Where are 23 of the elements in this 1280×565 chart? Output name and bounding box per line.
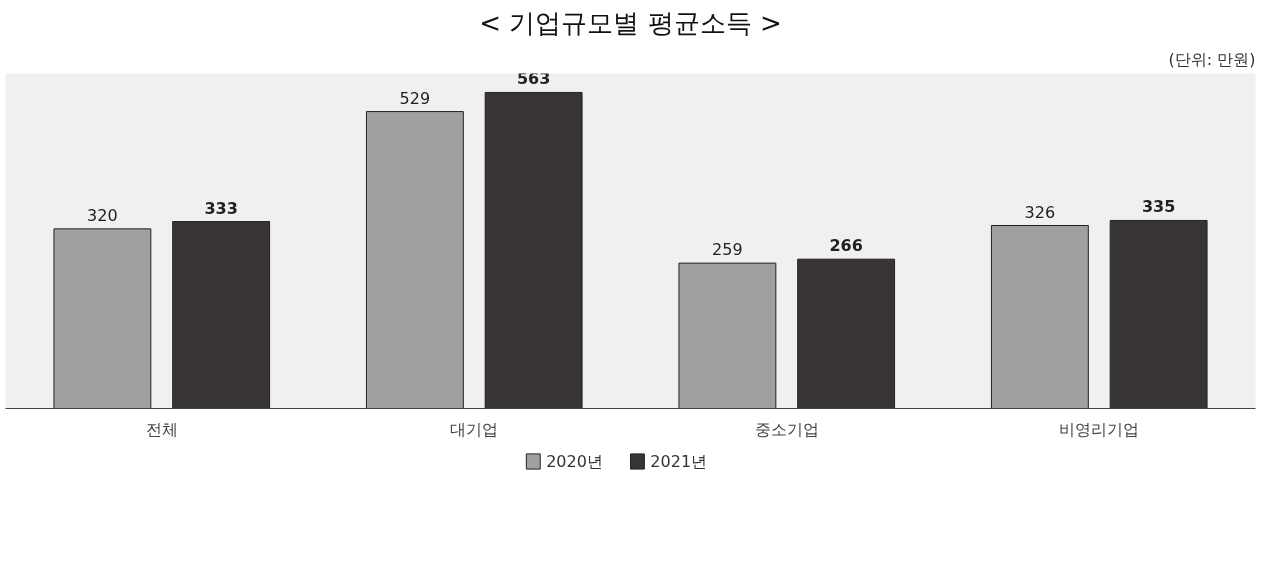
x-tick-label: 비영리기업 [1059,419,1140,439]
legend-label: 2021년 [650,452,708,471]
legend-label: 2020년 [546,452,603,471]
bar [365,111,464,409]
data-label: 333 [204,198,238,218]
bar [1109,219,1208,409]
bar [484,91,583,409]
bar [53,228,152,409]
data-label: 259 [712,240,743,260]
data-label: 326 [1024,202,1056,222]
x-tick-label: 전체 [145,419,178,439]
bar [172,221,271,409]
bar [990,225,1089,409]
x-tick-label: 대기업 [450,419,499,439]
data-label: 266 [829,236,863,256]
bar [678,262,777,409]
data-label: 529 [399,88,431,108]
data-label: 320 [87,205,118,225]
text: (단위: 만원) [1168,49,1256,69]
x-tick-label: 중소기업 [754,419,819,439]
data-label: 335 [1141,197,1176,217]
bar [797,258,896,409]
chart-title: < 기업규모별 평균소득 > [479,7,782,38]
